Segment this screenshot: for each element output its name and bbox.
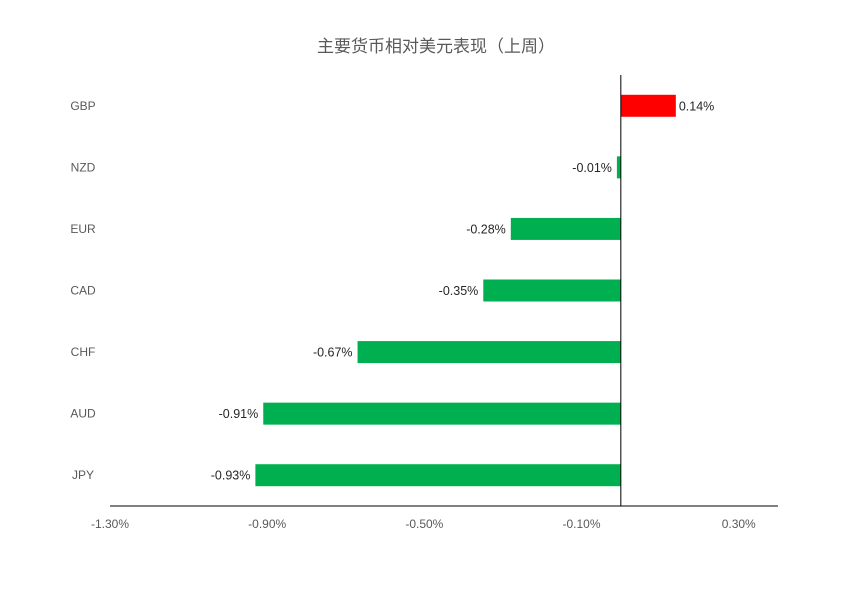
bar-jpy	[255, 464, 621, 487]
category-label-jpy: JPY	[72, 468, 94, 482]
bar-eur	[510, 217, 621, 240]
bar-gbp	[620, 94, 676, 117]
x-tick-label: 0.30%	[722, 517, 756, 531]
category-label-nzd: NZD	[71, 160, 96, 174]
bar-nzd	[616, 156, 621, 179]
data-label-cad: -0.35%	[439, 284, 479, 298]
axes-group	[110, 75, 778, 507]
x-tick-label: -1.30%	[91, 517, 129, 531]
data-label-chf: -0.67%	[313, 346, 353, 360]
x-tick-labels-group: -1.30% -0.90% -0.50% -0.10% 0.30%	[91, 517, 756, 531]
bar-aud	[263, 402, 621, 425]
data-label-nzd: -0.01%	[572, 161, 612, 175]
bar-chf	[357, 341, 621, 364]
x-tick-label: -0.90%	[248, 517, 286, 531]
category-label-aud: AUD	[70, 407, 96, 421]
category-label-eur: EUR	[70, 222, 96, 236]
data-label-aud: -0.91%	[219, 407, 259, 421]
category-label-cad: CAD	[70, 284, 96, 298]
data-labels-group: 0.14% -0.01% -0.28% -0.35% -0.67% -0.91% -0.93…	[211, 99, 715, 482]
chart-title: 主要货币相对美元表现（上周）	[317, 37, 555, 57]
data-label-jpy: -0.93%	[211, 469, 251, 483]
x-tick-label: -0.10%	[563, 517, 601, 531]
bars-group	[255, 94, 676, 487]
category-labels-group: GBP NZD EUR CAD CHF AUD JPY	[70, 99, 96, 482]
bar-cad	[483, 279, 621, 302]
data-label-gbp: 0.14%	[679, 99, 714, 113]
category-label-chf: CHF	[71, 345, 96, 359]
data-label-eur: -0.28%	[466, 222, 506, 236]
x-tick-label: -0.50%	[405, 517, 443, 531]
category-label-gbp: GBP	[70, 99, 95, 113]
